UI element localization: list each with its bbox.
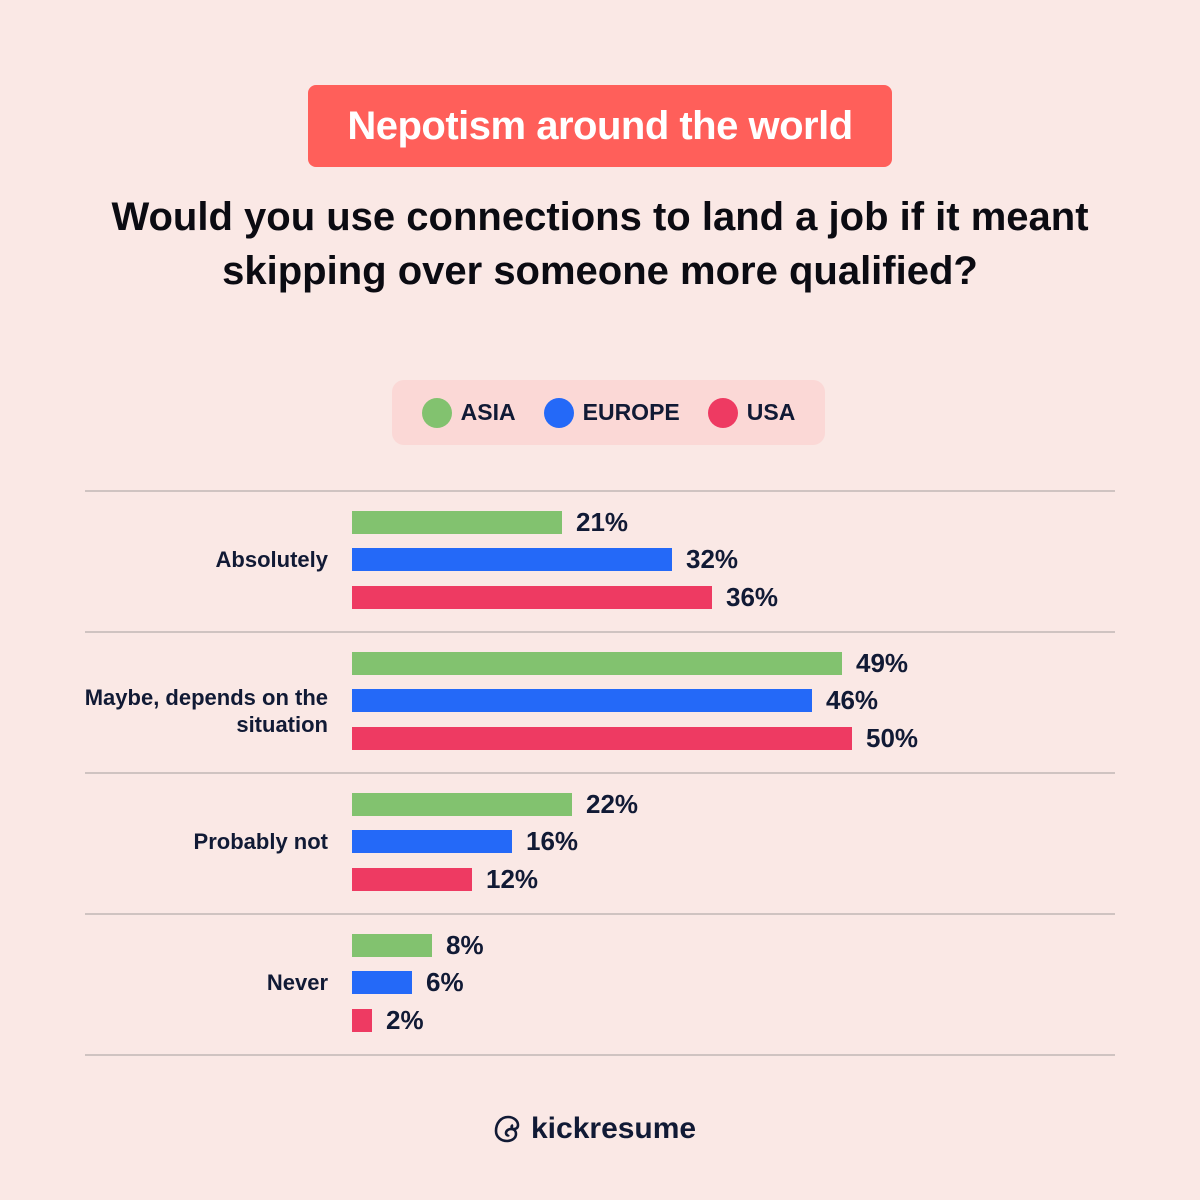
value-label: 21% xyxy=(576,507,629,537)
value-label: 36% xyxy=(726,582,779,612)
bar-usa xyxy=(352,586,712,609)
legend-label: ASIA xyxy=(460,399,516,425)
value-label: 22% xyxy=(586,789,639,819)
legend-item-europe: EUROPE xyxy=(543,397,680,428)
value-label: 12% xyxy=(486,864,539,894)
bar-usa xyxy=(352,868,472,891)
asia-dot-icon xyxy=(421,397,452,428)
divider xyxy=(85,772,1115,774)
value-label: 50% xyxy=(866,723,919,753)
bar-asia xyxy=(352,793,572,816)
bar-asia xyxy=(352,934,432,957)
legend: ASIA EUROPE USA xyxy=(392,380,825,445)
divider xyxy=(85,490,1115,492)
legend-label: USA xyxy=(746,399,796,425)
divider xyxy=(85,913,1115,915)
bar-europe xyxy=(352,689,812,712)
value-label: 2% xyxy=(386,1005,424,1035)
value-label: 6% xyxy=(426,967,464,997)
bar-europe xyxy=(352,548,672,571)
legend-item-asia: ASIA xyxy=(421,397,516,428)
bar-asia xyxy=(352,652,842,675)
usa-dot-icon xyxy=(707,397,738,428)
chart-question: Would you use connections to land a job … xyxy=(111,195,1089,293)
brand-logo: kickresume xyxy=(493,1112,696,1146)
bar-usa xyxy=(352,727,852,750)
divider xyxy=(85,1054,1115,1056)
bar-usa xyxy=(352,1009,372,1032)
category-label: Absolutely xyxy=(215,547,328,572)
kickresume-logo-icon xyxy=(494,1115,520,1143)
bar-europe xyxy=(352,830,512,853)
legend-item-usa: USA xyxy=(707,397,796,428)
value-label: 16% xyxy=(526,826,579,856)
bar-asia xyxy=(352,511,562,534)
category-label: Probably not xyxy=(193,829,328,854)
europe-dot-icon xyxy=(543,397,574,428)
brand-name: kickresume xyxy=(531,1112,697,1145)
bar-europe xyxy=(352,971,412,994)
value-label: 46% xyxy=(826,685,879,715)
value-label: 32% xyxy=(686,544,739,574)
legend-label: EUROPE xyxy=(582,399,680,425)
category-label: Never xyxy=(266,970,328,995)
category-label: Maybe, depends on the situation xyxy=(84,685,328,737)
value-label: 49% xyxy=(856,648,909,678)
value-label: 8% xyxy=(446,930,484,960)
title-badge: Nepotism around the world xyxy=(308,85,892,167)
divider xyxy=(85,631,1115,633)
